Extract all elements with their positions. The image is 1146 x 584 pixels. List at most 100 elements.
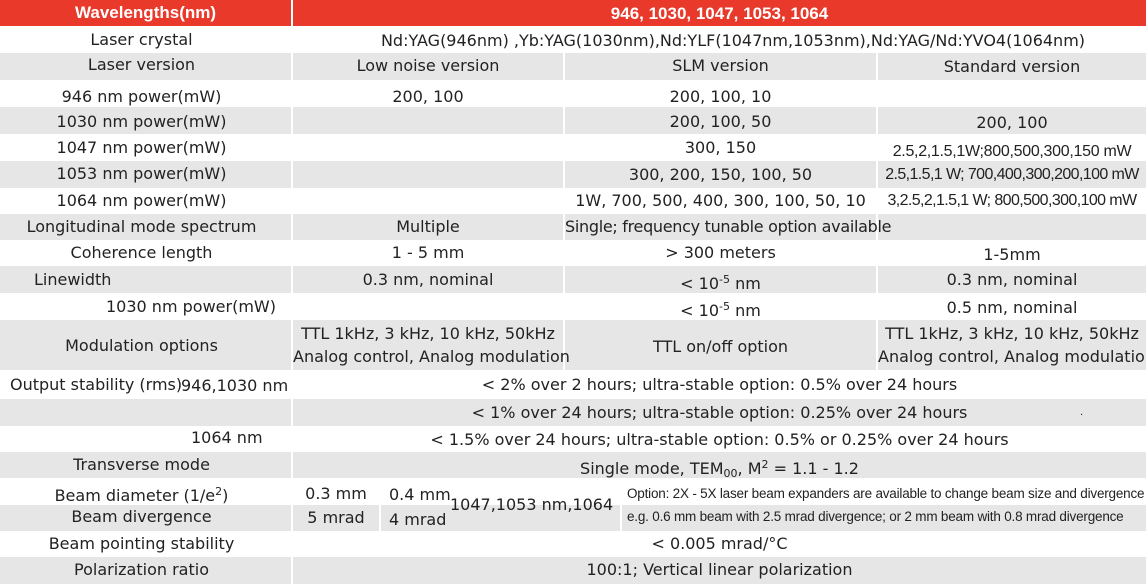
- row-label: Output stability (rms): [10, 375, 183, 394]
- cell-slm: 200, 100, 10: [669, 87, 772, 106]
- linewidth-slm-value: < 10: [680, 274, 720, 293]
- row-label: Beam pointing stability: [48, 534, 235, 553]
- p1030b-slm-exponent: -5: [719, 300, 730, 313]
- stability-sub-label: 1064 nm: [191, 428, 263, 447]
- transverse-text: = 1.1 - 1.2: [768, 459, 859, 478]
- cell-std-line2: Analog control, Analog modulation: [878, 347, 1146, 366]
- cell-low-line1: TTL 1kHz, 3 kHz, 10 kHz, 50kHz: [301, 324, 555, 343]
- beam-option-line1: Option: 2X - 5X laser beam expanders are…: [627, 486, 1145, 501]
- stability-sub-label: 946,1030 nm: [181, 376, 289, 395]
- row-bg: [0, 320, 1146, 370]
- row-bg: [0, 80, 1146, 107]
- column-divider: [876, 53, 878, 370]
- header-label: Wavelengths(nm): [74, 3, 217, 22]
- row-bg: [0, 266, 1146, 293]
- row-bg: [0, 452, 1146, 478]
- beam-diameter-a: 0.3 mm: [305, 484, 367, 503]
- cell-slm: < 10-5 nm: [565, 297, 876, 321]
- row-bg: [0, 478, 1146, 505]
- column-divider: [379, 478, 381, 531]
- row-label: Linewidth: [34, 270, 112, 289]
- linewidth-slm-exponent: -5: [719, 273, 730, 286]
- cell-slm: TTL on/off option: [652, 337, 789, 356]
- row-label: Longitudinal mode spectrum: [26, 217, 257, 236]
- low-noise-version-header: Low noise version: [356, 56, 500, 75]
- cell-low: Multiple: [396, 217, 460, 236]
- cell-std-line1: TTL 1kHz, 3 kHz, 10 kHz, 50kHz: [885, 324, 1139, 343]
- p1030b-slm-value: < 10: [680, 301, 720, 320]
- column-divider: [291, 0, 293, 584]
- polarization-value: 100:1; Vertical linear polarization: [586, 560, 853, 579]
- column-divider: [620, 478, 622, 531]
- stability-value-1: < 2% over 2 hours; ultra-stable option: …: [481, 375, 958, 394]
- stability-value-3: < 1.5% over 24 hours; ultra-stable optio…: [430, 430, 1009, 449]
- cell-low-line2: Analog control, Analog modulation: [293, 347, 570, 366]
- beam-divergence-a: 5 mrad: [307, 508, 365, 527]
- beam-option-line2: e.g. 0.6 mm beam with 2.5 mrad divergenc…: [627, 509, 1124, 524]
- row-label: Transverse mode: [73, 455, 210, 474]
- row-bg: [0, 26, 1146, 53]
- cell-slm: Single; frequency tunable option availab…: [565, 217, 892, 236]
- cell-low: 0.3 nm, nominal: [362, 270, 494, 289]
- row-label: 1047 nm power(mW): [56, 138, 227, 157]
- row-bg: [0, 557, 1146, 584]
- row-bg: [0, 107, 1146, 134]
- cell-low: 200, 100: [392, 87, 464, 106]
- row-bg: [0, 53, 1146, 80]
- beam-diameter-b: 0.4 mm: [389, 485, 451, 504]
- transverse-superscript: 2: [761, 458, 769, 471]
- row-bg: [0, 161, 1146, 188]
- pointing-value: < 0.005 mrad/°C: [651, 534, 788, 553]
- transverse-subscript: 00: [723, 467, 738, 480]
- row-label: Laser crystal: [90, 30, 193, 49]
- cell-slm: > 300 meters: [665, 243, 776, 262]
- row-bg: [0, 426, 1146, 452]
- cell-std: 2.5,2,1.5,1W;800,500,300,150 mW: [892, 143, 1132, 160]
- cell-std: 0.3 nm, nominal: [946, 270, 1078, 289]
- header-value: 946, 1030, 1047, 1053, 1064: [610, 4, 829, 23]
- row-bg: [0, 505, 1146, 531]
- beam-diameter-label-sup: 2: [215, 485, 223, 498]
- row-bg: [0, 531, 1146, 557]
- cell-slm: 200, 100, 50: [669, 112, 772, 131]
- row-bg: [0, 134, 1146, 161]
- row-label: 1030 nm power(mW): [56, 112, 227, 131]
- cell-std: 0.5 nm, nominal: [946, 298, 1078, 317]
- linewidth-slm-unit: nm: [730, 274, 761, 293]
- row-bg: [0, 399, 1146, 426]
- row-bg: [0, 240, 1146, 266]
- row-label: Polarization ratio: [74, 560, 209, 579]
- transverse-text: , M: [737, 459, 762, 478]
- row-label: Beam divergence: [71, 507, 212, 526]
- cell-slm: 1W, 700, 500, 400, 300, 100, 50, 10: [575, 191, 866, 210]
- row-label: Laser version: [87, 55, 196, 74]
- row-label: 1030 nm power(mW): [106, 297, 276, 316]
- row-bg: [0, 214, 1146, 240]
- column-divider: [563, 53, 565, 370]
- cell-std: 200, 100: [976, 113, 1048, 132]
- beam-wavelengths: 1047,1053 nm,1064: [450, 495, 614, 514]
- header-row-bg: [0, 0, 1146, 26]
- p1030b-slm-unit: nm: [730, 301, 761, 320]
- row-bg: [0, 188, 1146, 214]
- row-label: Modulation options: [65, 336, 218, 355]
- standard-version-header: Standard version: [943, 57, 1081, 76]
- stability-value-2: < 1% over 24 hours; ultra-stable option:…: [471, 403, 968, 422]
- slm-version-header: SLM version: [672, 56, 769, 75]
- row-label: 946 nm power(mW): [61, 87, 222, 106]
- cell-std: 2.5,1.5,1 W; 700,400,300,200,100 mW: [885, 166, 1139, 183]
- cell-slm: < 10-5 nm: [565, 270, 876, 294]
- cell-low: 1 - 5 mm: [391, 243, 465, 262]
- laser-crystal-value: Nd:YAG(946nm) ,Yb:YAG(1030nm),Nd:YLF(104…: [380, 31, 1086, 50]
- cell-std: 1-5mm: [983, 245, 1041, 264]
- beam-diameter-label: Beam diameter (1/e: [54, 486, 216, 505]
- beam-divergence-b: 4 mrad: [389, 510, 447, 529]
- stray-dot: .: [1080, 407, 1084, 418]
- row-label: 1064 nm power(mW): [56, 191, 227, 210]
- row-label: Coherence length: [70, 243, 213, 262]
- beam-diameter-label-end: ): [222, 486, 229, 505]
- row-bg: [0, 370, 1146, 399]
- transverse-text: Single mode, TEM: [580, 459, 724, 478]
- cell-std: 3,2.5,2,1.5,1 W; 800,500,300,100 mW: [887, 192, 1137, 209]
